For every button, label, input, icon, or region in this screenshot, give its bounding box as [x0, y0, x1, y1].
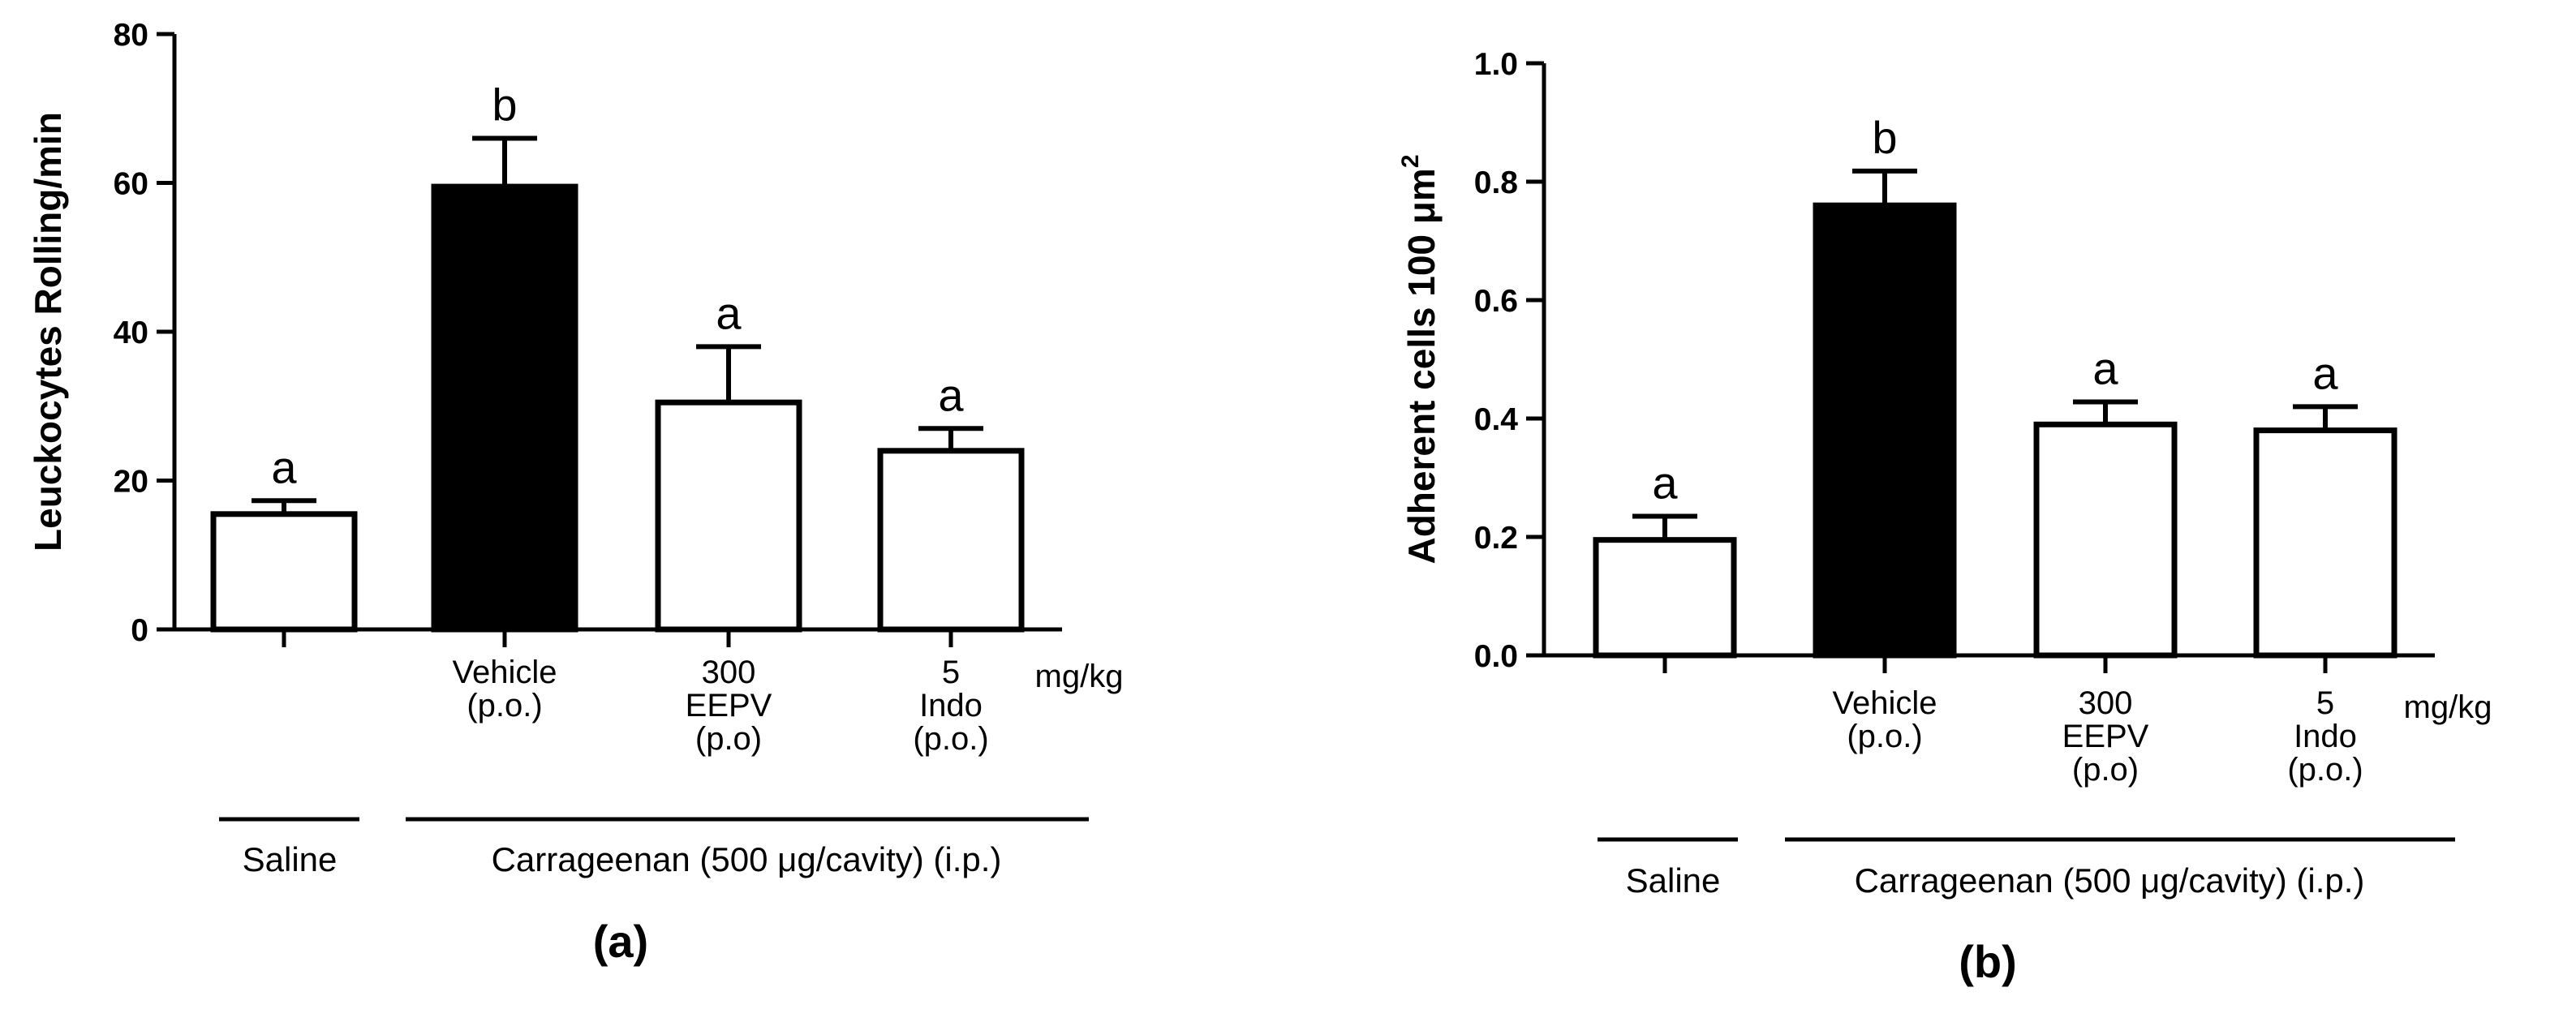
y-tick-label: 0.2 — [1474, 521, 1518, 556]
significance-letter: a — [271, 441, 297, 492]
category-label: Indo — [2294, 719, 2357, 754]
category-label: EEPV — [686, 688, 772, 723]
bar — [2253, 427, 2398, 659]
category-label: 5 — [942, 655, 960, 690]
category-label: EEPV — [2062, 719, 2149, 754]
y-tick-label: 1.0 — [1474, 47, 1518, 82]
bar — [1813, 202, 1957, 659]
bar — [655, 399, 802, 633]
category-label: (p.o.) — [913, 721, 988, 757]
category-label: (p.o.) — [467, 688, 542, 723]
carrageenan-group-label: Carrageenan (500 μg/cavity) (i.p.) — [492, 840, 1002, 878]
category-label: Vehicle — [453, 655, 557, 690]
category-label: 300 — [702, 655, 756, 690]
bar — [431, 183, 578, 633]
significance-letter: a — [1652, 457, 1678, 508]
y-tick-label: 20 — [114, 465, 148, 500]
significance-letter: a — [716, 287, 742, 338]
category-label: 5 — [2316, 685, 2334, 721]
category-label: Vehicle — [1833, 685, 1937, 721]
y-tick-label: 0.8 — [1474, 165, 1518, 200]
y-tick-label: 0.0 — [1474, 639, 1518, 674]
category-label: (p.o) — [695, 721, 762, 757]
y-tick-label: 60 — [114, 167, 148, 202]
y-tick-label: 80 — [114, 18, 148, 53]
y-axis-title-superscript: 2 — [1397, 154, 1424, 168]
y-tick-label: 0.6 — [1474, 284, 1518, 319]
chart-panel-b: 0.0 0.2 0.4 0.6 0.8 1.0 Adherent cells 100 μm2… — [1397, 47, 2492, 987]
significance-letter: b — [492, 79, 517, 130]
significance-letter: a — [2092, 343, 2118, 394]
category-label: (p.o) — [2072, 752, 2139, 788]
category-label: (p.o.) — [2287, 752, 2363, 788]
chart-panel-a: 0 20 40 60 80 Leuckocytes Rolling/min a b a a Vehi… — [27, 18, 1123, 967]
y-axis-title: Leuckocytes Rolling/min — [27, 112, 69, 552]
y-tick-label: 0.4 — [1474, 402, 1519, 437]
y-tick-label: 0 — [131, 613, 148, 648]
bar — [1593, 537, 1737, 659]
bar — [2033, 421, 2178, 659]
unit-label: mg/kg — [2404, 689, 2492, 725]
panel-label: (b) — [1959, 936, 2017, 987]
y-axis-title: Adherent cells 100 μm2 — [1397, 154, 1443, 564]
carrageenan-group-label: Carrageenan (500 μg/cavity) (i.p.) — [1855, 861, 2365, 900]
panel-label: (a) — [593, 916, 648, 967]
category-label: (p.o.) — [1847, 719, 1922, 754]
significance-letter: b — [1872, 112, 1897, 163]
y-tick-label: 40 — [114, 316, 148, 350]
significance-letter: a — [2312, 347, 2338, 398]
y-axis-title-text: Leuckocytes Rolling/min — [27, 112, 69, 552]
category-label: 300 — [2079, 685, 2133, 721]
saline-group-label: Saline — [243, 840, 338, 878]
saline-group-label: Saline — [1626, 861, 1721, 900]
bar — [210, 511, 358, 633]
bar — [877, 448, 1025, 633]
category-label: Indo — [919, 688, 983, 723]
y-axis-title-text: Adherent cells 100 μm — [1400, 168, 1443, 564]
significance-letter: a — [938, 369, 964, 420]
unit-label: mg/kg — [1035, 659, 1124, 694]
